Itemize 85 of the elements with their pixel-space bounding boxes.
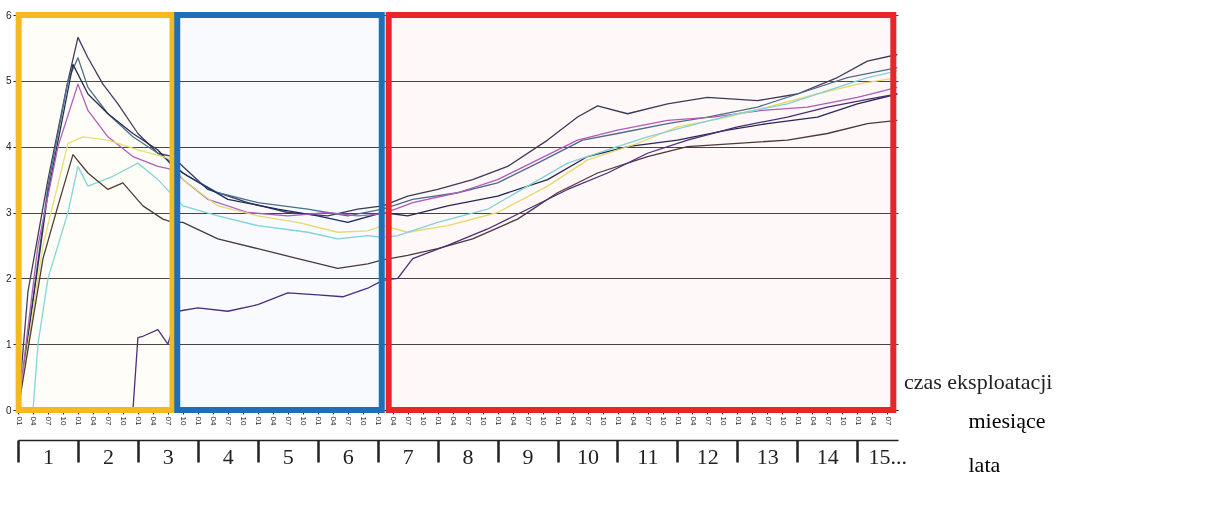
x-tick-label: 01 [733,416,743,426]
x-tick-label: 04 [89,416,99,426]
y-tick-label: 2 [5,272,12,284]
x-tick-label: 04 [449,416,459,426]
x-tick-label: 10 [599,416,609,426]
x-tick-label: 10 [718,416,728,426]
x2-tick-label: 15... [868,443,907,469]
x-tick-label: 07 [164,416,174,426]
x-tick-label: 10 [838,416,848,426]
x-tick-label: 07 [404,416,414,426]
x-tick-label: 04 [688,416,698,426]
x-tick-label: 01 [374,416,384,426]
x-tick-label: 07 [644,416,654,426]
x-tick-label: 07 [763,416,773,426]
x2-tick-label: 1 [42,443,54,469]
x-tick-label: 01 [74,416,84,426]
x-tick-label: 04 [868,416,878,426]
y-tick-label: 1 [5,338,12,350]
x2-tick-label: 2 [102,443,114,469]
x2-tick-label: 14 [816,443,839,469]
x-tick-label: 10 [419,416,429,426]
x-tick-label: 04 [509,416,519,426]
x-tick-label: 04 [808,416,818,426]
x-tick-label: 10 [299,416,309,426]
y-tick-label: 5 [5,75,12,87]
x2-tick-label: 3 [162,443,174,469]
y-tick-label: 6 [5,9,12,21]
x-tick-label: 07 [883,416,893,426]
x-tick-label: 07 [224,416,234,426]
x-tick-label: 01 [853,416,863,426]
x-axis-title: miesiące [968,407,1046,433]
x-tick-label: 04 [569,416,579,426]
x-tick-label: 01 [554,416,564,426]
x-tick-label: 01 [494,416,504,426]
x-tick-label: 04 [629,416,639,426]
x-tick-label: 04 [389,416,399,426]
x2-tick-label: 12 [696,443,719,469]
x-tick-label: 07 [823,416,833,426]
x-tick-label: 01 [314,416,324,426]
y-tick-label: 3 [5,207,12,218]
x-tick-label: 07 [464,416,474,426]
x-tick-label: 10 [778,416,788,426]
x-tick-label: 01 [434,416,444,426]
x-tick-label: 07 [344,416,354,426]
x-tick-label: 01 [134,416,144,426]
x2-tick-label: 6 [342,443,354,469]
x-tick-label: 04 [149,416,159,426]
x-tick-label: 01 [14,416,24,426]
x-tick-label: 01 [793,416,803,426]
x2-tick-label: 7 [402,443,414,469]
x-tick-label: 10 [659,416,669,426]
x-tick-label: 10 [119,416,129,426]
text: czas eksploatacji [904,369,1053,394]
y-tick-label: 0 [5,404,12,416]
x2-tick-label: 11 [637,443,659,469]
x2-tick-label: 9 [522,443,534,469]
x-tick-label: 10 [179,416,189,426]
x-tick-label: 07 [44,416,54,426]
x-tick-label: 10 [479,416,489,426]
x-tick-label: 04 [748,416,758,426]
x2-tick-label: 4 [222,443,234,469]
x-tick-label: 01 [614,416,624,426]
x-tick-label: 10 [239,416,249,426]
x2-tick-label: 8 [462,443,474,469]
y-tick-label: 4 [5,141,12,153]
x-tick-label: 01 [194,416,204,426]
x-tick-label: 04 [269,416,279,426]
x-tick-label: 07 [703,416,713,426]
x-tick-label: 07 [524,416,534,426]
x2-tick-label: 13 [756,443,779,469]
x-tick-label: 04 [29,416,39,426]
x-tick-label: 04 [209,416,219,426]
x-tick-label: 01 [254,416,264,426]
x-tick-label: 07 [104,416,114,426]
x-tick-label: 01 [674,416,683,426]
x2-axis-title: lata [968,451,1001,477]
x-tick-label: 07 [584,416,594,426]
x-tick-label: 07 [284,416,294,426]
x-tick-label: 10 [359,416,369,426]
x2-tick-label: 5 [282,443,294,469]
x-tick-label: 04 [329,416,339,426]
x-tick-label: 10 [59,416,69,426]
x-tick-label: 10 [539,416,549,426]
x2-tick-label: 10 [576,443,599,469]
line-series [132,93,898,410]
